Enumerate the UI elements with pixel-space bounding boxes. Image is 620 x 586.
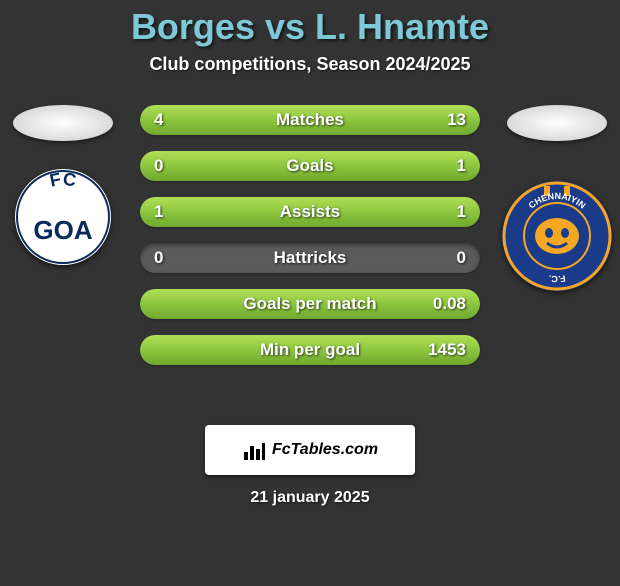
stat-bars-container: Matches413Goals01Assists11Hattricks00Goa… [140,105,480,365]
comparison-stage: FC GOA CHENNAIYIN F.C. Matches413Goals01… [0,105,620,405]
stat-bar-row: Min per goal1453 [140,335,480,365]
left-club-badge: FC GOA [15,169,111,265]
stat-bar-value-right: 13 [447,105,466,135]
left-player-face-placeholder [13,105,113,141]
stat-bar-value-right: 0 [457,243,466,273]
stat-bar-value-right: 0.08 [433,289,466,319]
page-title: Borges vs L. Hnamte [0,6,620,48]
footer-date: 21 january 2025 [0,489,620,507]
stat-bar-label: Hattricks [140,243,480,273]
stat-bar-value-left: 0 [154,151,163,181]
stat-bar-row: Matches4 13 [140,105,480,135]
stat-bar-label: Matches [140,105,480,135]
right-player-column: CHENNAIYIN F.C. [502,105,612,291]
stat-bar-row: Hattricks0 0 [140,243,480,273]
stat-bar-row: Goals0 1 [140,151,480,181]
chart-icon [242,438,266,462]
left-player-column: FC GOA [8,105,118,265]
stat-bar-value-left: 1 [154,197,163,227]
footer-site-text: FcTables.com [272,441,378,459]
footer-site-badge: FcTables.com [205,425,415,475]
stat-bar-value-left: 0 [154,243,163,273]
stat-bar-value-right: 1 [457,197,466,227]
stat-bar-row: Assists1 1 [140,197,480,227]
stat-bar-value-right: 1453 [428,335,466,365]
stat-bar-row: Goals per match0.08 [140,289,480,319]
subtitle: Club competitions, Season 2024/2025 [0,54,620,75]
stat-bar-label: Assists [140,197,480,227]
fc-goa-badge-icon: FC GOA [15,169,111,265]
svg-text:GOA: GOA [33,215,92,245]
stat-bar-value-right: 1 [457,151,466,181]
stat-bar-value-left: 4 [154,105,163,135]
chennaiyin-badge-icon: CHENNAIYIN F.C. [502,181,612,291]
stat-bar-label: Goals [140,151,480,181]
right-club-badge: CHENNAIYIN F.C. [502,181,612,291]
stat-bar-label: Goals per match [140,289,480,319]
right-player-face-placeholder [507,105,607,141]
